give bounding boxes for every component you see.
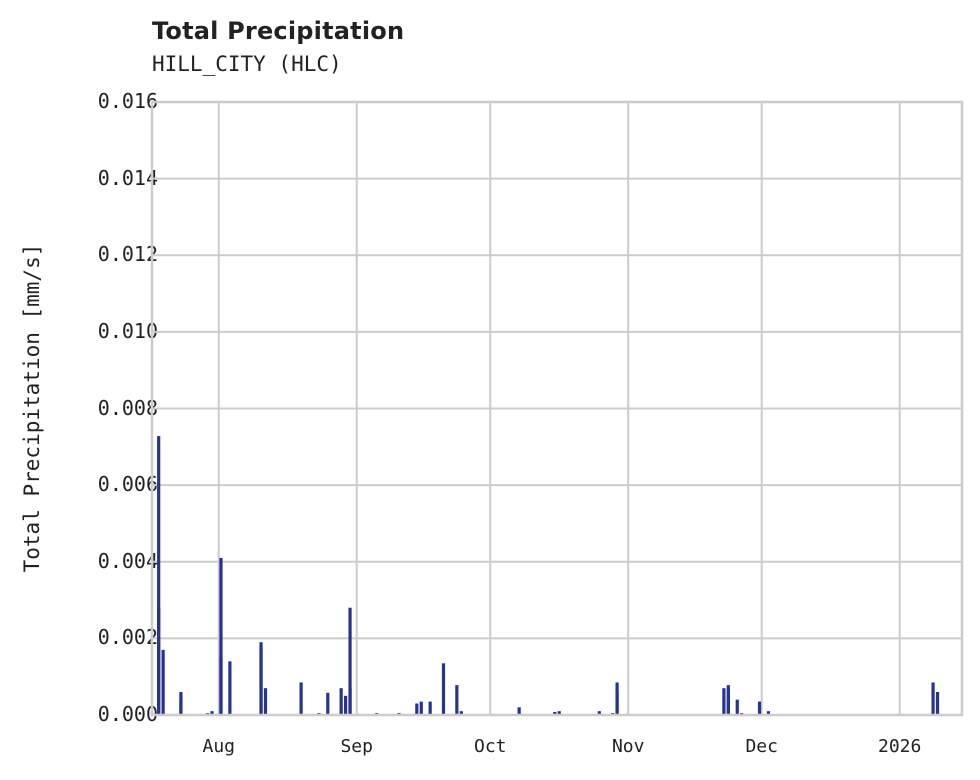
x-tick-label: Oct (473, 736, 507, 757)
x-tick-label: Dec (745, 736, 778, 757)
y-tick-label: 0.016 (97, 89, 158, 113)
x-tick-label: Nov (611, 736, 645, 757)
precipitation-bar (455, 685, 459, 715)
precipitation-bar (219, 657, 223, 715)
precipitation-bars (157, 436, 940, 715)
precipitation-bar (428, 701, 432, 715)
precipitation-bar (597, 711, 601, 715)
gridlines (152, 101, 962, 716)
y-tick-label: 0.002 (97, 625, 158, 650)
precipitation-bar (766, 711, 771, 715)
precipitation-bar (757, 701, 762, 715)
precipitation-bar (179, 692, 183, 715)
precipitation-bar (553, 711, 557, 715)
precipitation-bar (722, 688, 726, 715)
precipitation-bar (735, 699, 739, 715)
precipitation-bar (415, 703, 419, 715)
y-tick-label: 0.000 (97, 702, 158, 726)
precipitation-bar (935, 692, 940, 715)
plot-frame (150, 100, 964, 717)
precipitation-bar (259, 647, 263, 715)
precipitation-bar (726, 688, 730, 715)
precipitation-bar (441, 663, 446, 715)
precipitation-bar (326, 692, 330, 715)
precipitation-bar (210, 711, 214, 715)
precipitation-bar (157, 436, 161, 715)
y-tick-label: 0.008 (97, 395, 158, 420)
precipitation-bar (348, 607, 352, 715)
precipitation-bar (343, 695, 348, 715)
precipitation-bar (931, 682, 935, 715)
y-tick-label: 0.004 (97, 548, 158, 573)
x-tick-label: Sep (340, 736, 373, 757)
x-tick-label: Aug (202, 736, 236, 757)
precipitation-bar (517, 707, 521, 715)
y-tick-label: 0.010 (97, 318, 158, 343)
precipitation-bar (348, 688, 352, 715)
precipitation-bar (339, 688, 343, 715)
precipitation-bar (615, 692, 619, 715)
precipitation-bar (228, 661, 232, 715)
precipitation-bar (557, 711, 561, 715)
precipitation-bar (299, 682, 303, 715)
precipitation-bar (459, 711, 463, 715)
x-tick-label: 2026 (878, 736, 922, 757)
precipitation-bar (219, 557, 223, 715)
precipitation-bar (419, 701, 423, 715)
precipitation-bar (161, 649, 165, 715)
y-tick-label: 0.012 (97, 242, 158, 267)
chart-title: Total Precipitation (152, 17, 405, 45)
precipitation-bar (263, 688, 268, 715)
y-tick-label: 0.006 (97, 472, 158, 497)
chart-subtitle: HILL_CITY (HLC) (152, 52, 342, 76)
y-tick-label: 0.014 (97, 165, 158, 190)
